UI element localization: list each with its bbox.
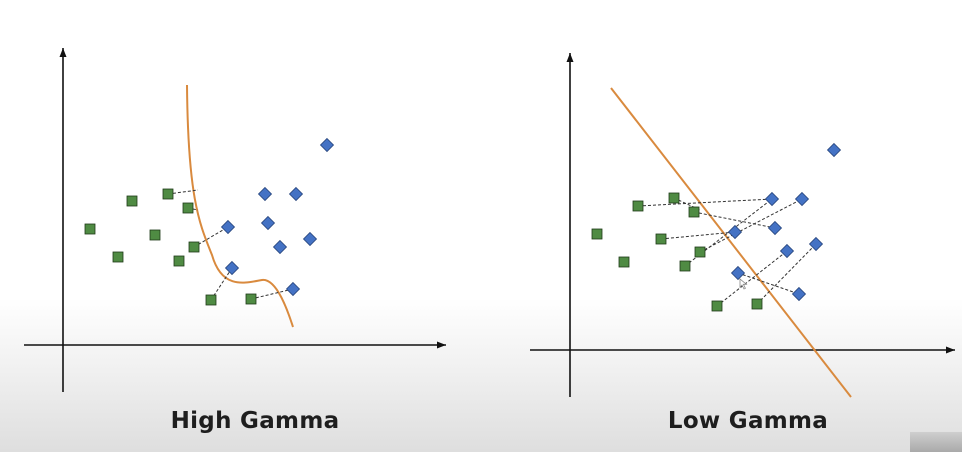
low-gamma-green-square-point	[591, 228, 603, 240]
low-gamma-distance-link	[716, 250, 788, 307]
low-gamma-blue-diamond-point	[779, 243, 795, 259]
low-gamma-green-square-point	[632, 200, 644, 212]
low-gamma-blue-diamond-point	[727, 224, 743, 240]
high-gamma-green-square-point	[173, 255, 185, 267]
high-gamma-green-square-point	[182, 202, 194, 214]
high-gamma-green-square-point	[126, 195, 138, 207]
low-gamma-distance-link	[699, 198, 803, 253]
low-gamma-blue-diamond-point	[791, 286, 807, 302]
low-gamma-green-square-point	[668, 192, 680, 204]
high-gamma-blue-diamond-point	[302, 231, 318, 247]
cursor-icon	[739, 278, 748, 290]
high-gamma-blue-diamond-point	[260, 215, 276, 231]
low-gamma-axes	[530, 53, 955, 397]
high-gamma-blue-diamond-point	[319, 137, 335, 153]
data-points	[84, 137, 842, 312]
high-gamma-blue-diamond-point	[224, 260, 240, 276]
distance-links	[167, 189, 817, 307]
high-gamma-distance-link	[193, 226, 229, 248]
low-gamma-distance-link	[737, 272, 800, 295]
high-gamma-green-square-point	[162, 188, 174, 200]
high-gamma-blue-diamond-point	[288, 186, 304, 202]
high-gamma-decision-boundary	[186, 84, 294, 328]
high-gamma-blue-diamond-point	[257, 186, 273, 202]
high-gamma-green-square-point	[112, 251, 124, 263]
high-gamma-blue-diamond-point	[285, 281, 301, 297]
low-gamma-green-square-point	[751, 298, 763, 310]
low-gamma-caption: Low Gamma	[667, 408, 829, 434]
high-gamma-green-square-point	[84, 223, 96, 235]
low-gamma-blue-diamond-point	[826, 142, 842, 158]
low-gamma-distance-link	[684, 198, 773, 267]
low-gamma-distance-link	[637, 198, 773, 207]
low-gamma-distance-link	[756, 243, 817, 305]
high-gamma-blue-diamond-point	[220, 219, 236, 235]
high-gamma-green-square-point	[245, 293, 257, 305]
low-gamma-green-square-point	[655, 233, 667, 245]
high-gamma-green-square-point	[205, 294, 217, 306]
low-gamma-blue-diamond-point	[730, 265, 746, 281]
high-gamma-distance-link	[250, 288, 294, 300]
low-gamma-green-square-point	[679, 260, 691, 272]
low-gamma-green-square-point	[711, 300, 723, 312]
corner-shade	[910, 432, 962, 452]
low-gamma-blue-diamond-point	[808, 236, 824, 252]
low-gamma-distance-link	[693, 211, 776, 229]
low-gamma-blue-diamond-point	[794, 191, 810, 207]
low-gamma-distance-link	[660, 231, 736, 240]
high-gamma-green-square-point	[188, 241, 200, 253]
high-gamma-axes	[24, 48, 446, 392]
low-gamma-green-square-point	[618, 256, 630, 268]
low-gamma-blue-diamond-point	[767, 220, 783, 236]
low-gamma-decision-boundary	[610, 87, 852, 398]
low-gamma-blue-diamond-point	[764, 191, 780, 207]
low-gamma-green-square-point	[694, 246, 706, 258]
low-gamma-green-square-point	[688, 206, 700, 218]
high-gamma-caption: High Gamma	[170, 408, 340, 434]
high-gamma-green-square-point	[149, 229, 161, 241]
high-gamma-blue-diamond-point	[272, 239, 288, 255]
